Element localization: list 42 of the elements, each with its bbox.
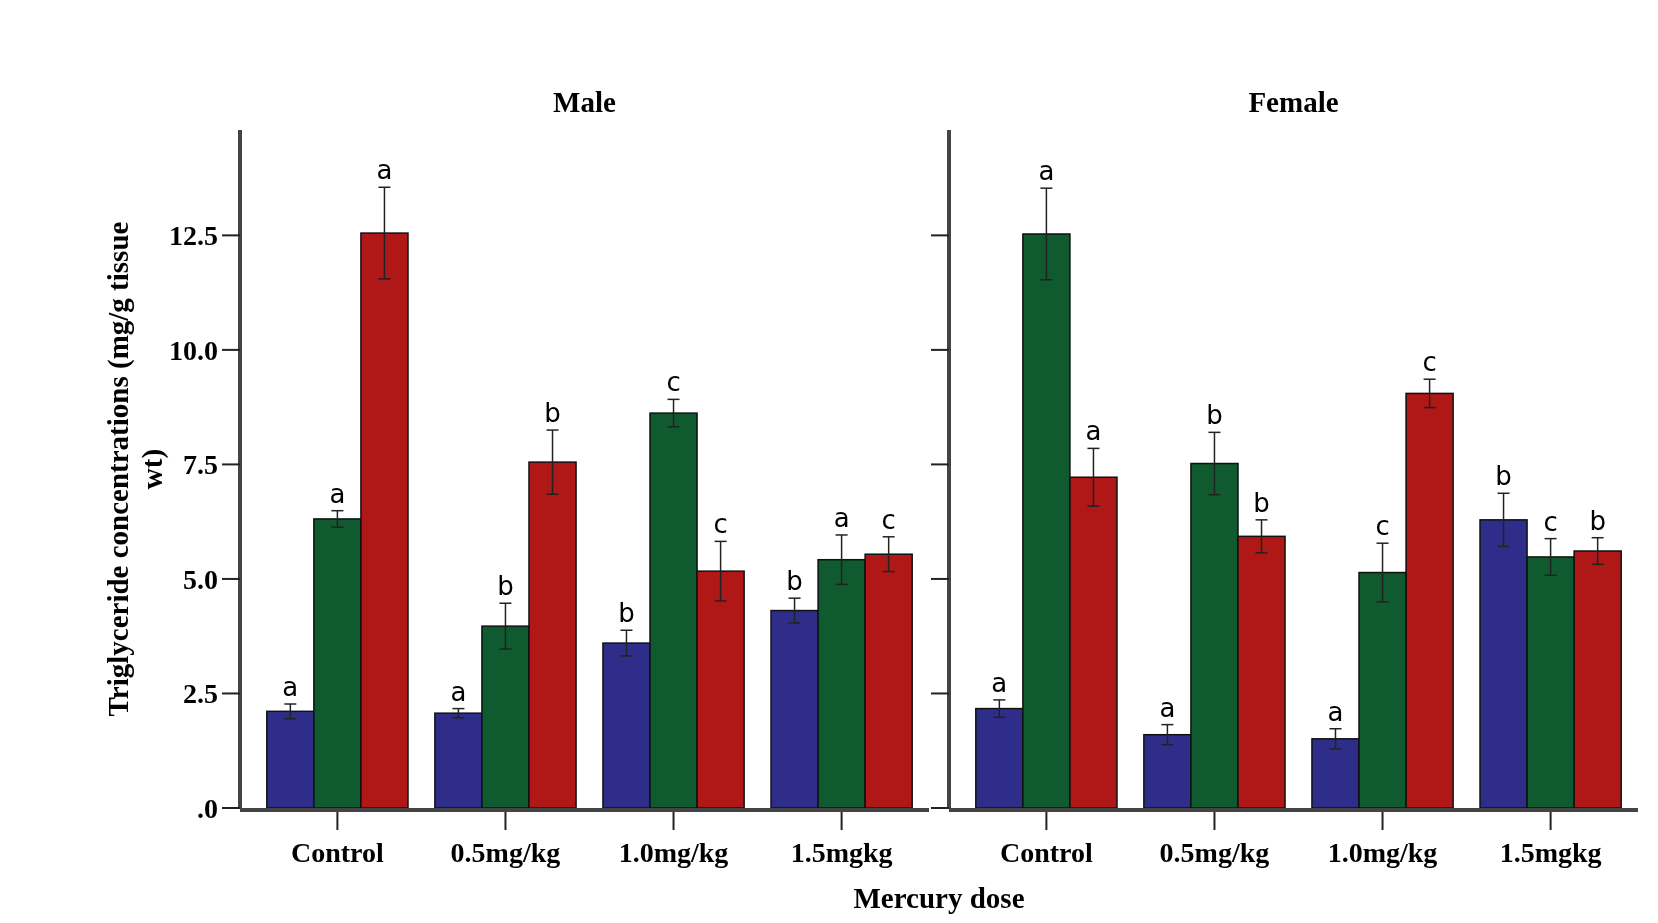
y-tick-label: 12.5	[169, 220, 218, 252]
x-tick-label: 0.5mg/kg	[1159, 837, 1270, 868]
data-label: b	[786, 566, 803, 597]
data-label: a	[329, 478, 346, 509]
data-label: b	[544, 398, 561, 429]
y-tick-label: 7.5	[183, 449, 218, 481]
data-label: c	[713, 509, 728, 540]
y-tick-label: 10.0	[169, 334, 218, 366]
y-tick-label: .0	[197, 792, 218, 824]
data-label: c	[1375, 511, 1390, 542]
x-tick-label: 0.5mg/kg	[450, 837, 561, 868]
x-tick-label: 1.0mg/kg	[1327, 837, 1438, 868]
data-label: c	[666, 367, 681, 398]
data-label: b	[1589, 505, 1606, 536]
data-label: a	[450, 676, 467, 707]
x-tick-label: Control	[290, 837, 385, 868]
data-label: b	[1253, 487, 1270, 518]
y-tick-label: 5.0	[183, 563, 218, 595]
x-tick-label: 1.0mg/kg	[618, 837, 729, 868]
data-label: a	[1327, 696, 1344, 727]
data-label: a	[376, 155, 393, 186]
data-label: a	[991, 667, 1008, 698]
x-tick-label: 1.5mgkg	[1499, 837, 1602, 868]
data-label: b	[1495, 461, 1512, 492]
data-label: b	[1206, 400, 1223, 431]
data-label: b	[497, 571, 514, 602]
y-tick-label: 2.5	[183, 678, 218, 710]
data-label: a	[1159, 692, 1176, 723]
data-label: c	[881, 504, 896, 535]
y-axis-title: Triglyceride concentrations (mg/g tissue wt)	[102, 221, 169, 717]
data-label: a	[1038, 156, 1055, 187]
chart-title: Male	[553, 86, 617, 118]
data-label: b	[618, 598, 635, 629]
data-label: c	[1422, 347, 1437, 378]
data-label: a	[282, 672, 299, 703]
x-axis-title: Mercury dose	[853, 882, 1025, 914]
chart-title: Female	[1248, 86, 1339, 118]
x-tick-label: 1.5mgkg	[790, 837, 893, 868]
data-label: a	[833, 502, 850, 533]
data-label: c	[1543, 506, 1558, 537]
x-tick-label: Control	[999, 837, 1094, 868]
data-label: a	[1085, 416, 1102, 447]
